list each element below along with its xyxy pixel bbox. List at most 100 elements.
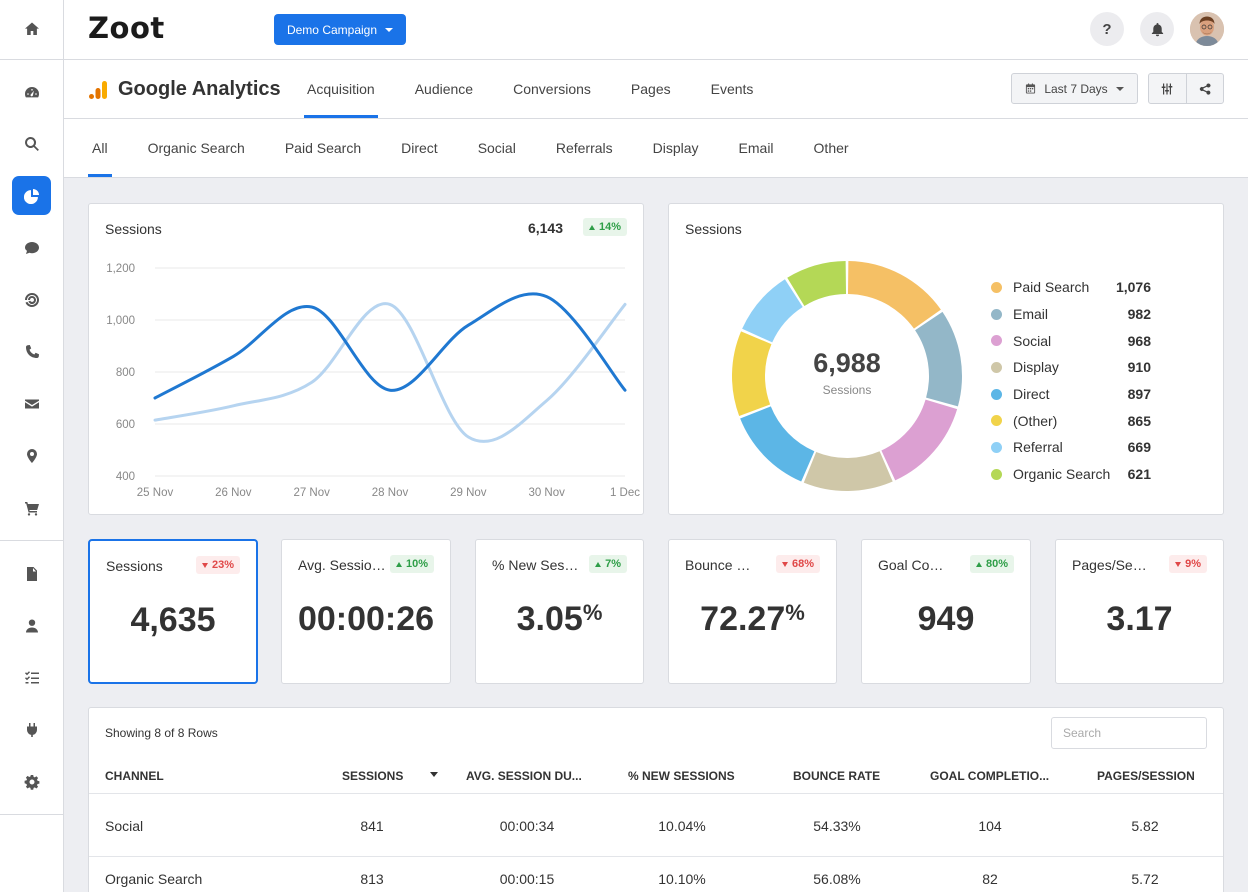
tab-audience[interactable]: Audience [414, 81, 474, 97]
campaign-label: Demo Campaign [286, 22, 378, 37]
donut-total: 6,988 [813, 348, 881, 378]
legend-item[interactable]: Organic Search 621 [991, 461, 1151, 488]
legend-item[interactable]: Social 968 [991, 327, 1151, 354]
column-header-pages-session[interactable]: Pages/Session [1097, 769, 1195, 783]
y-tick-label: 400 [116, 471, 135, 483]
phone-icon[interactable] [12, 280, 51, 319]
kpi-card-new-sessions[interactable]: % New Sessions 7% 3.05% [475, 539, 644, 684]
table-row[interactable]: Organic Search 813 00:00:15 10.10% 56.08… [89, 857, 1223, 892]
pie-chart-icon[interactable] [12, 176, 51, 215]
cell-bounce-rate: 56.08% [813, 871, 861, 887]
tab-organic-search[interactable]: Organic Search [147, 140, 245, 156]
column-header-bounce-rate[interactable]: Bounce Rate [793, 769, 881, 783]
legend-item[interactable]: Referral 669 [991, 434, 1151, 461]
checklist-icon[interactable] [12, 658, 51, 697]
donut-slice[interactable] [915, 311, 962, 407]
search-icon[interactable] [12, 124, 51, 163]
kpi-card-pages-session[interactable]: Pages/Session 9% 3.17 [1055, 539, 1224, 684]
kpi-label: Avg. Session Duration [298, 557, 386, 573]
legend-swatch [991, 308, 1002, 320]
chevron-down-icon [385, 27, 394, 32]
change-value: 68% [791, 558, 814, 570]
donut-slice[interactable] [740, 406, 815, 482]
arrow-up-icon [588, 224, 595, 230]
legend-item[interactable]: Display 910 [991, 354, 1151, 381]
legend-swatch [991, 468, 1002, 480]
arrow-down-icon [1175, 561, 1182, 567]
donut-legend: Paid Search 1,076 Email 982 Social 968 Display… [991, 274, 1151, 488]
avatar[interactable] [1190, 12, 1224, 46]
change-badge: 7% [589, 555, 627, 573]
cell-channel: Organic Search [105, 871, 203, 887]
donut-slice[interactable] [803, 451, 893, 491]
tab-referrals[interactable]: Referrals [555, 140, 613, 156]
tab-all[interactable]: All [88, 119, 112, 177]
cart-icon[interactable] [12, 488, 51, 527]
column-header-channel[interactable]: Channel [105, 769, 164, 783]
donut-slice[interactable] [732, 331, 772, 416]
sessions-donut-chart [732, 261, 962, 491]
report-icon[interactable] [12, 554, 51, 593]
call-icon[interactable] [12, 332, 51, 371]
kpi-card-sessions[interactable]: Sessions 23% 4,635 [88, 539, 258, 684]
column-header-new-sessions[interactable]: % New Sessions [628, 769, 735, 783]
gear-icon[interactable] [12, 762, 51, 801]
tab-email[interactable]: Email [738, 140, 774, 156]
kpi-card-bounce-rate[interactable]: Bounce Rate 68% 72.27% [668, 539, 837, 684]
tab-display[interactable]: Display [652, 140, 699, 156]
filter-button[interactable] [1149, 74, 1186, 103]
kpi-card-goal-completions[interactable]: Goal Completions 80% 949 [861, 539, 1031, 684]
user-icon[interactable] [12, 606, 51, 645]
table-search-input[interactable] [1051, 717, 1207, 749]
legend-item[interactable]: Direct 897 [991, 381, 1151, 408]
tab-pages[interactable]: Pages [630, 81, 671, 97]
legend-item[interactable]: (Other) 865 [991, 407, 1151, 434]
column-header-goal-completions[interactable]: Goal Completio... [930, 769, 1050, 783]
legend-label: Display [1013, 359, 1059, 376]
location-icon[interactable] [12, 436, 51, 475]
donut-slice[interactable] [881, 399, 958, 481]
tab-paid-search[interactable]: Paid Search [284, 140, 362, 156]
tab-direct[interactable]: Direct [401, 140, 438, 156]
change-badge: 80% [969, 555, 1014, 573]
chat-icon[interactable] [12, 228, 51, 267]
donut-slice[interactable] [847, 261, 941, 329]
date-range-dropdown[interactable]: Last 7 Days [1011, 73, 1138, 104]
header-actions [1148, 73, 1224, 104]
arrow-up-icon [595, 561, 602, 567]
legend-label: Organic Search [1013, 466, 1111, 483]
legend-item[interactable]: Paid Search 1,076 [991, 274, 1151, 301]
tab-acquisition[interactable]: Acquisition [304, 60, 378, 118]
sessions-line-card: Sessions 6,143 14% 1,200 1,000 800 600 400 25… [88, 203, 644, 515]
legend-value: 669 [1127, 439, 1151, 456]
cell-sessions: 813 [360, 871, 384, 887]
column-header-sessions[interactable]: Sessions [342, 769, 404, 783]
x-tick-label: 30 Nov [528, 487, 565, 499]
tab-social[interactable]: Social [477, 140, 516, 156]
table-row[interactable]: Social 841 00:00:34 10.04% 54.33% 104 5.… [89, 795, 1223, 857]
campaign-dropdown[interactable]: Demo Campaign [274, 14, 406, 45]
app-logo[interactable]: Zoot [88, 11, 165, 45]
change-badge: 23% [195, 556, 240, 574]
legend-value: 968 [1127, 332, 1151, 349]
email-icon[interactable] [12, 384, 51, 423]
notifications-button[interactable] [1140, 12, 1174, 46]
tab-events[interactable]: Events [710, 81, 754, 97]
help-button[interactable]: ? [1090, 12, 1124, 46]
kpi-card-avg-session-duration[interactable]: Avg. Session Duration 10% 00:00:26 [281, 539, 451, 684]
share-button[interactable] [1185, 74, 1224, 103]
home-icon[interactable] [12, 9, 51, 48]
x-tick-label: 27 Nov [293, 487, 330, 499]
arrow-down-icon [781, 561, 788, 567]
tab-other[interactable]: Other [813, 140, 849, 156]
donut-slice[interactable] [787, 261, 847, 306]
column-header-avg-session-duration[interactable]: Avg. Session Du... [466, 769, 582, 783]
change-value: 9% [1185, 558, 1201, 570]
legend-item[interactable]: Email 982 [991, 301, 1151, 328]
tab-conversions[interactable]: Conversions [513, 81, 591, 97]
donut-slice[interactable] [742, 279, 803, 343]
bell-icon [1151, 22, 1163, 36]
dashboard-icon[interactable] [12, 72, 51, 111]
sort-desc-icon[interactable] [430, 772, 438, 777]
plug-icon[interactable] [12, 710, 51, 749]
